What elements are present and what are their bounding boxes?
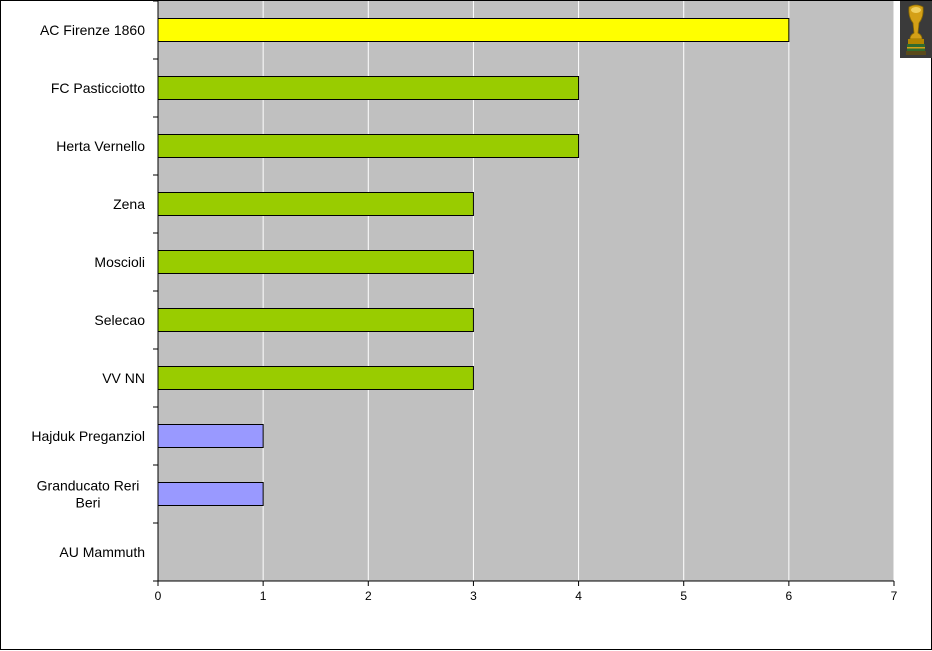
bar [157, 250, 474, 274]
category-label: Hajduk Preganziol [31, 428, 145, 444]
x-tick-label: 2 [365, 589, 372, 603]
bars [157, 18, 790, 506]
x-tick-labels: 0 1 2 3 4 5 6 7 [155, 589, 898, 603]
x-tick-label: 1 [260, 589, 267, 603]
bar [157, 482, 264, 506]
category-label: Selecao [94, 312, 145, 328]
axes [153, 1, 895, 586]
x-tick-label: 4 [575, 589, 582, 603]
x-tick-label: 0 [155, 589, 162, 603]
bar [157, 76, 580, 100]
category-label: Herta Vernello [56, 138, 145, 154]
category-label: AU Mammuth [59, 544, 145, 560]
x-tick-label: 7 [891, 589, 898, 603]
trophy-icon [900, 1, 932, 58]
bar [157, 366, 474, 390]
category-labels: AC Firenze 1860 FC Pasticciotto Herta Vern… [31, 22, 145, 560]
category-label: Moscioli [94, 254, 145, 270]
bar [157, 192, 474, 216]
x-tick-label: 3 [470, 589, 477, 603]
category-label: Zena [113, 196, 145, 212]
category-label: Granducato Reri Beri [37, 478, 140, 511]
bar [157, 18, 790, 42]
bar [157, 308, 474, 332]
x-tick-label: 6 [786, 589, 793, 603]
x-tick-label: 5 [680, 589, 687, 603]
category-label: AC Firenze 1860 [40, 22, 145, 38]
bar [157, 134, 580, 158]
category-label: FC Pasticciotto [51, 80, 145, 96]
category-label: VV NN [102, 370, 145, 386]
bar [157, 424, 264, 448]
